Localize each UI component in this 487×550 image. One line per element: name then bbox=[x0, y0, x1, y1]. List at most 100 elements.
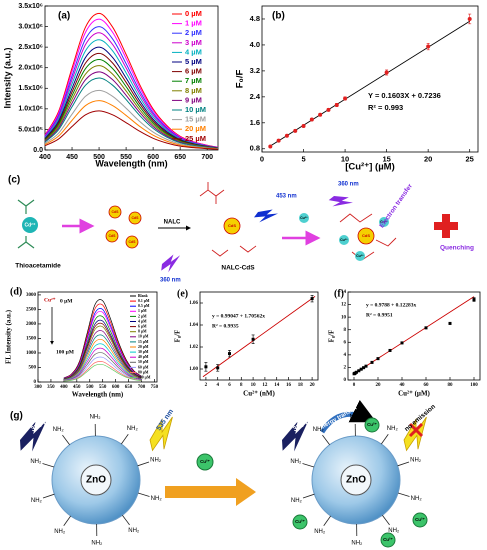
data-point bbox=[326, 107, 331, 112]
amine-label: NH₂ bbox=[314, 529, 326, 535]
cu-ion-label: Cu²⁺ bbox=[295, 519, 305, 524]
legend-label: 0.1 µM bbox=[138, 299, 150, 303]
amine-label: NH₂ bbox=[387, 426, 399, 432]
data-point bbox=[309, 117, 314, 122]
data-point bbox=[334, 102, 339, 107]
legend-label: Blank bbox=[138, 294, 149, 298]
diagram-c: (c) Cd²⁺ Thioacetamide CdS CdS CdS CdS N… bbox=[8, 175, 474, 284]
diagram-g: (g) ZnO ZnO 350 nm 535 nm Cu²⁺ 350 nm en… bbox=[10, 399, 440, 548]
panel-label: (g) bbox=[10, 411, 23, 422]
excitation-bolt bbox=[327, 190, 355, 214]
cds-label: CdS bbox=[112, 210, 120, 214]
cu-ion-dot bbox=[380, 532, 396, 548]
spectrum-line bbox=[63, 347, 142, 381]
x-tick-label: 100 bbox=[470, 383, 478, 388]
x-tick-label: 15 bbox=[382, 154, 390, 163]
excitation-bolt bbox=[157, 252, 185, 275]
x-tick-label: 6 bbox=[228, 383, 231, 388]
spectrum-line bbox=[44, 89, 219, 150]
data-point bbox=[357, 369, 361, 373]
cds-label: CdS bbox=[132, 216, 140, 220]
x-tick-label: 400 bbox=[39, 154, 51, 161]
legend-label: 40 µM bbox=[138, 355, 149, 359]
legend-label: 2 µM bbox=[185, 28, 202, 37]
y-tick-label: 1.0x10⁶ bbox=[18, 106, 43, 113]
cu-ion-label: Cu²⁺ bbox=[383, 537, 393, 542]
x-tick-label: 400 bbox=[60, 385, 68, 390]
y-tick-label: 1.5x10⁶ bbox=[18, 85, 43, 92]
chain bbox=[42, 463, 55, 468]
y-tick-label: 0 bbox=[34, 380, 37, 385]
legend-label: 4 µM bbox=[138, 319, 147, 323]
y-tick-label: 500 bbox=[29, 366, 37, 371]
x-tick-label: 8 bbox=[240, 383, 243, 388]
emission-label: 453 nm bbox=[276, 194, 297, 200]
data-point bbox=[384, 70, 389, 75]
annotation: 100 µM bbox=[56, 349, 75, 355]
chain bbox=[63, 515, 71, 526]
y-tick-label: 2 bbox=[344, 366, 347, 371]
x-tick-label: 750 bbox=[151, 385, 159, 390]
core-label: ZnO bbox=[86, 475, 106, 486]
cu-ion-label: Cu²⁺ bbox=[340, 238, 348, 242]
legend-label: 1 µM bbox=[138, 309, 147, 313]
amine-label: NH₂ bbox=[291, 498, 303, 504]
chain bbox=[42, 493, 55, 499]
x-axis-label: Cu²⁺ (nM) bbox=[243, 390, 275, 398]
cds-dot bbox=[357, 227, 375, 245]
panel-label: (a) bbox=[58, 11, 70, 22]
x-tick-label: 450 bbox=[73, 385, 81, 390]
legend-label: 2 µM bbox=[138, 314, 147, 318]
x-tick-label: 650 bbox=[125, 385, 133, 390]
cu-ion-label: Cu²⁺ bbox=[415, 517, 425, 522]
legend-label: 0.5 µM bbox=[138, 304, 150, 308]
y-axis-label: Intensity (a.u.) bbox=[2, 47, 12, 108]
spectrum-line bbox=[63, 352, 142, 381]
spectrum-line bbox=[63, 334, 142, 381]
y-tick-label: 2.5x10⁶ bbox=[18, 44, 43, 51]
cds-label: CdS bbox=[228, 223, 236, 228]
x-tick-label: 700 bbox=[138, 385, 146, 390]
fit-line bbox=[353, 296, 475, 375]
quench-cross bbox=[434, 214, 458, 238]
core bbox=[80, 464, 112, 496]
x-tick-label: 12 bbox=[262, 383, 268, 388]
y-tick-label: 5.0x10⁵ bbox=[18, 126, 43, 133]
chart: 300 350 400 450 500 550 600 650 700 750 0 500 1000 15… bbox=[5, 286, 159, 398]
reaction-arrow bbox=[165, 478, 256, 506]
fit-line bbox=[202, 296, 316, 378]
cu-ion-label: Cu²⁺ bbox=[300, 216, 308, 220]
spectrum-line bbox=[63, 343, 142, 381]
chain bbox=[137, 492, 150, 497]
amine-chains bbox=[42, 423, 410, 537]
chain bbox=[381, 434, 389, 445]
legend-label: 50 µM bbox=[138, 360, 149, 364]
y-tick-label: 1.06 bbox=[189, 301, 198, 306]
x-tick-label: 40 bbox=[400, 383, 406, 388]
annotation: Y = 0.1603X + 0.7236 bbox=[368, 91, 441, 100]
legend-label: 15 µM bbox=[138, 340, 149, 344]
amine-label: NH₂ bbox=[388, 528, 400, 534]
x-tick-label: 0 bbox=[260, 154, 264, 163]
y-tick-label: 12 bbox=[341, 303, 347, 308]
x-tick-label: 5 bbox=[301, 154, 305, 163]
x-axis-label: [Cu²⁺] (µM) bbox=[345, 162, 395, 173]
legend-label: 4 µM bbox=[185, 47, 202, 56]
data-point bbox=[276, 138, 281, 143]
y-tick-label: 4.0 bbox=[250, 40, 260, 49]
annotation: Cu²⁺ bbox=[44, 296, 56, 303]
y-tick-label: 4.8 bbox=[250, 14, 260, 23]
quenching-label: Quenching bbox=[440, 245, 474, 252]
y-axis-label: FL Intensity (a.u.) bbox=[5, 309, 13, 364]
y-tick-label: 4 bbox=[344, 353, 347, 358]
panel-label: (f) bbox=[334, 288, 344, 299]
chain bbox=[137, 461, 150, 467]
x-tick-label: 20 bbox=[310, 383, 316, 388]
data-point bbox=[472, 298, 476, 302]
data-point bbox=[318, 112, 323, 117]
chart: 0 20 40 60 80 100 0 2 4 6 8 10 12 14 Cu²⁺ (µM) F₀/F (f) y… bbox=[328, 288, 481, 398]
chain bbox=[397, 461, 410, 467]
x-tick-label: 4 bbox=[216, 383, 219, 388]
legend-label: 25 µM bbox=[185, 134, 206, 143]
